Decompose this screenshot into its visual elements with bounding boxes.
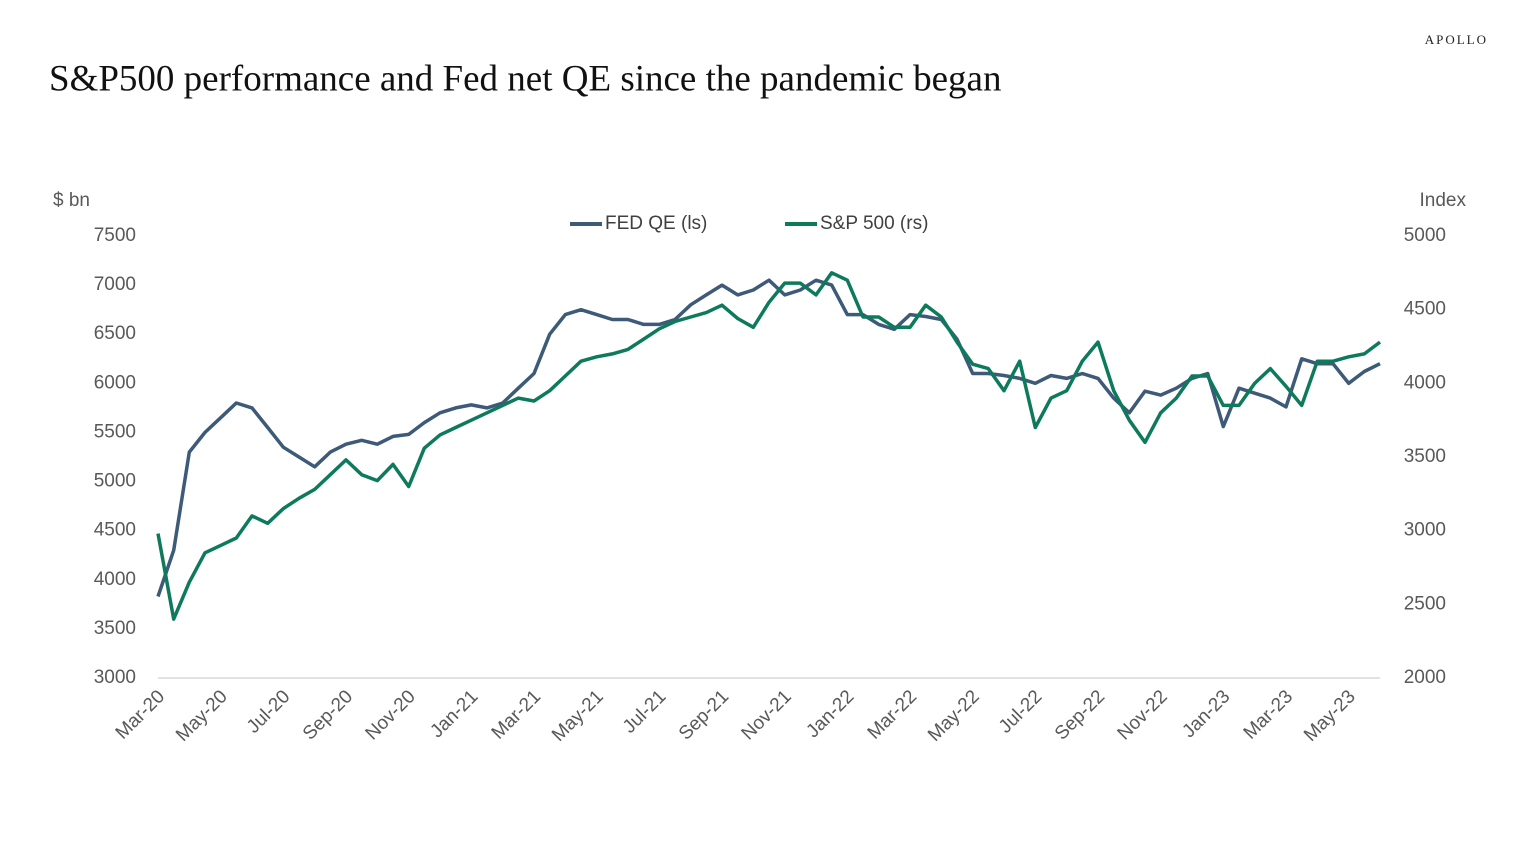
x-tick-label: Nov-21	[738, 686, 796, 744]
x-tick-label: May-23	[1300, 686, 1360, 746]
x-tick-label: Jan-23	[1178, 686, 1234, 742]
x-tick-label: Jul-21	[619, 686, 670, 737]
y-tick-label: 6000	[94, 372, 136, 393]
y-tick-label: 7000	[94, 274, 136, 295]
x-tick-label: Sep-22	[1051, 686, 1109, 744]
x-tick-label: Nov-22	[1114, 686, 1172, 744]
y-tick-label: 5500	[94, 421, 136, 442]
x-tick-label: Jul-20	[243, 686, 294, 737]
y2-tick-label: 3000	[1404, 520, 1446, 541]
y-tick-label: 3000	[94, 667, 136, 688]
x-tick-label: Nov-20	[362, 686, 420, 744]
y2-tick-label: 5000	[1404, 225, 1446, 246]
y-tick-label: 4500	[94, 520, 136, 541]
y2-tick-label: 4500	[1404, 299, 1446, 320]
x-tick-label: Mar-22	[864, 686, 921, 743]
series-line	[156, 278, 1381, 598]
y2-tick-label: 3500	[1404, 446, 1446, 467]
y2-tick-label: 4000	[1404, 372, 1446, 393]
x-tick-label: Jan-22	[802, 686, 858, 742]
y-tick-label: 5000	[94, 471, 136, 492]
x-tick-label: Mar-20	[112, 686, 169, 743]
x-tick-label: Sep-20	[299, 686, 357, 744]
x-tick-label: Sep-21	[675, 686, 733, 744]
x-tick-label: Mar-23	[1240, 686, 1297, 743]
x-tick-label: Jan-21	[426, 686, 482, 742]
x-tick-label: Jul-22	[995, 686, 1046, 737]
y2-tick-label: 2000	[1404, 667, 1446, 688]
chart-title: S&P500 performance and Fed net QE since …	[49, 58, 1001, 99]
brand: APOLLO	[1425, 32, 1488, 47]
legend-label: S&P 500 (rs)	[820, 213, 928, 234]
y-tick-label: 4000	[94, 569, 136, 590]
x-tick-label: May-20	[172, 686, 232, 746]
y2-axis-title: Index	[1420, 190, 1467, 211]
y-tick-label: 3500	[94, 618, 136, 639]
y-tick-label: 7500	[94, 225, 136, 246]
y2-tick-label: 2500	[1404, 593, 1446, 614]
y-axis-title: $ bn	[53, 190, 90, 211]
x-tick-label: Mar-21	[488, 686, 545, 743]
x-tick-label: May-21	[548, 686, 608, 746]
legend-label: FED QE (ls)	[605, 213, 707, 234]
series-line	[156, 271, 1382, 621]
y-tick-label: 6500	[94, 323, 136, 344]
x-tick-label: May-22	[924, 686, 984, 746]
